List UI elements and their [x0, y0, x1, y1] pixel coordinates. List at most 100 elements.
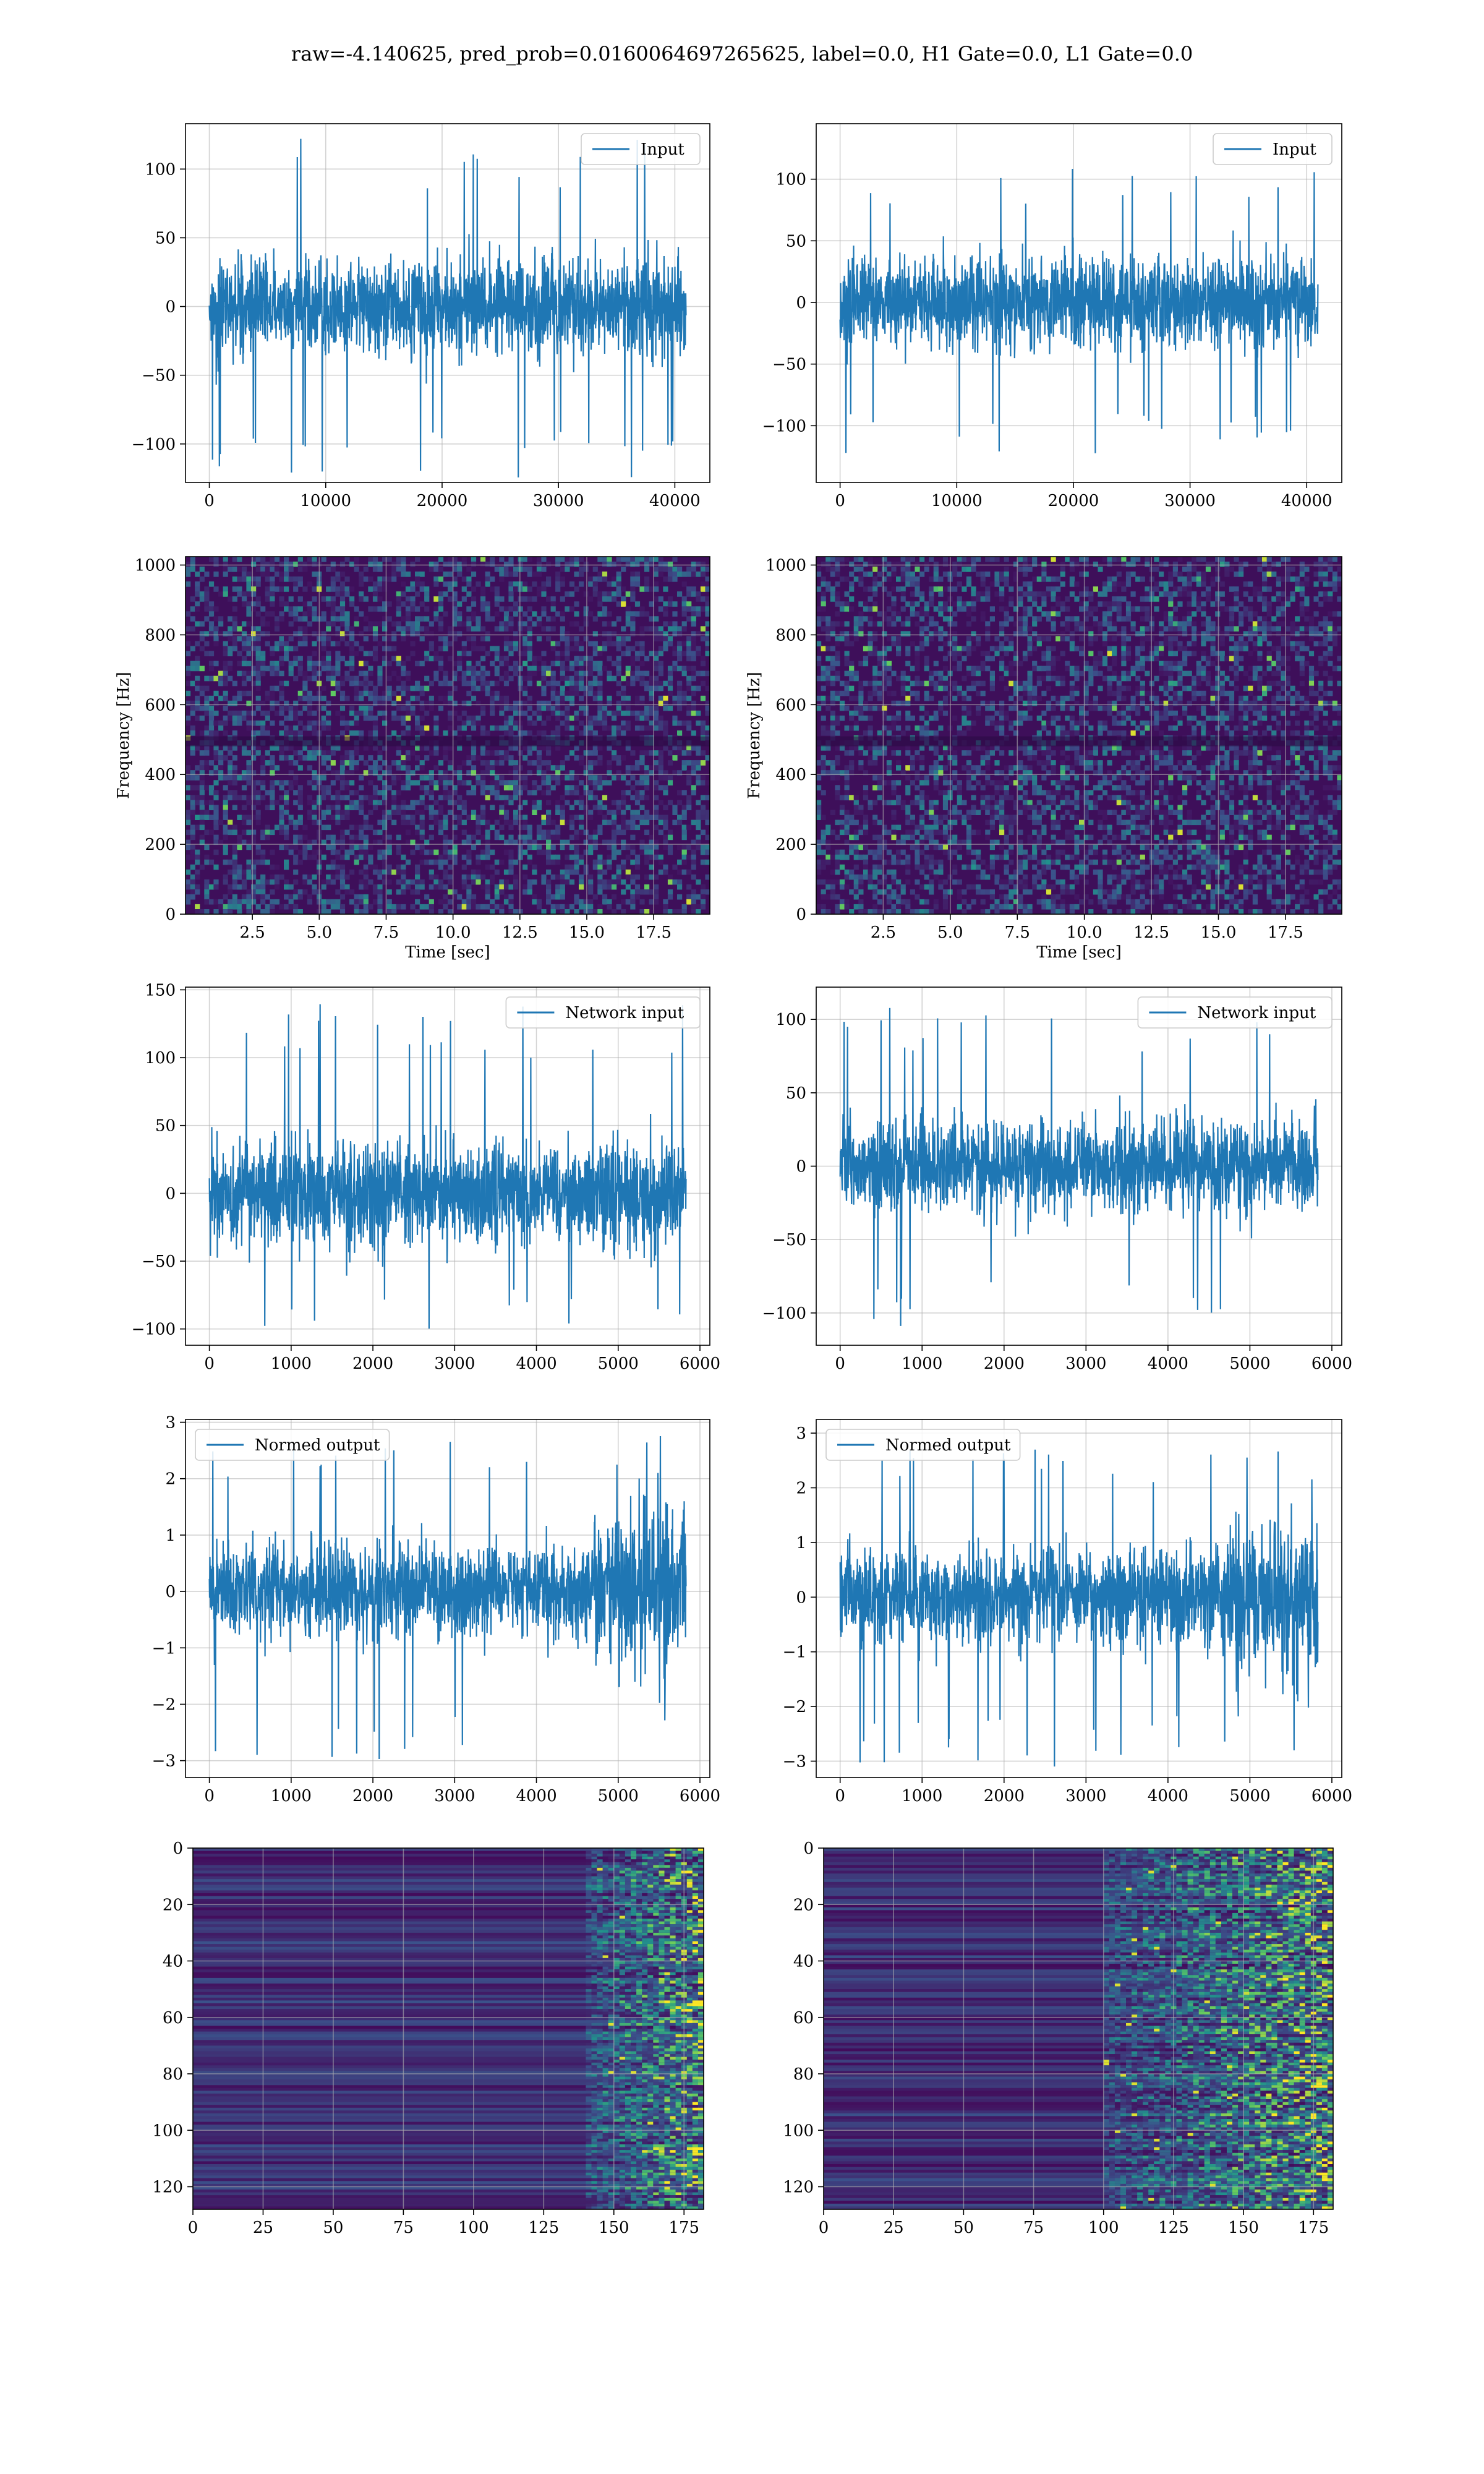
- legend-box: [825, 1429, 1021, 1461]
- x-tick-label: 5000: [598, 1355, 639, 1373]
- chart-row2-right: 2.5 5.0 7.5 10.0 12.5 15.0 17.5 0 200 400 600 800 10…: [745, 556, 1342, 962]
- x-tick-label: 3000: [434, 1355, 475, 1373]
- y-tick-label: 120: [152, 2178, 183, 2197]
- x-tick-label: 4000: [1148, 1355, 1188, 1373]
- y-tick-label: 40: [793, 1953, 814, 1971]
- y-tick-label: −50: [772, 1231, 806, 1249]
- y-tick-label: 80: [793, 2065, 814, 2084]
- x-tick-label: 4000: [516, 1355, 556, 1373]
- chart-row3-left: 0 1000 2000 3000 4000 5000 6000 −100 −50 0 50 100 15…: [132, 981, 721, 1373]
- y-tick-label: −1: [152, 1639, 176, 1658]
- y-tick-label: 600: [145, 696, 176, 714]
- legend-label: Normed output: [885, 1436, 1011, 1455]
- y-tick-label: −100: [762, 417, 806, 435]
- x-axis-label: Time [sec]: [1036, 943, 1122, 962]
- series-line: [839, 168, 1319, 453]
- y-tick-label: 0: [796, 294, 806, 312]
- y-axis-label: Frequency [Hz]: [745, 672, 764, 799]
- x-tick-label: 75: [393, 2219, 414, 2237]
- y-tick-label: 100: [152, 2121, 183, 2140]
- y-tick-label: 50: [155, 229, 176, 247]
- y-tick-label: 400: [775, 766, 806, 784]
- x-tick-label: 50: [953, 2219, 974, 2237]
- x-tick-label: 0: [204, 1355, 215, 1373]
- y-tick-label: −2: [783, 1698, 806, 1716]
- axes-frame: [192, 1847, 704, 2210]
- y-tick-label: −3: [152, 1752, 176, 1771]
- y-tick-label: 0: [165, 298, 176, 317]
- dark-band: [816, 736, 1342, 747]
- x-tick-label: 3000: [1065, 1355, 1106, 1373]
- y-tick-label: 400: [145, 766, 176, 784]
- x-tick-label: 6000: [680, 1787, 720, 1805]
- axes-frame: [823, 1847, 1334, 2210]
- series-line: [839, 1449, 1319, 1767]
- y-tick-label: 1: [796, 1534, 806, 1552]
- y-tick-label: 1000: [135, 557, 176, 575]
- axes-frame: [816, 1419, 1342, 1778]
- x-tick-label: 150: [1228, 2219, 1259, 2237]
- series-line: [208, 1004, 687, 1329]
- chart-row5-left: 0 25 50 75 100 125 150 175 0 20 40 60 80 100 120: [152, 1839, 704, 2237]
- x-tick-label: 1000: [902, 1355, 942, 1373]
- x-tick-label: 0: [835, 1787, 845, 1805]
- x-tick-label: 17.5: [636, 923, 672, 942]
- y-tick-label: 200: [145, 836, 176, 854]
- chart-row2-left: 2.5 5.0 7.5 10.0 12.5 15.0 17.5 0 200 400 600 800 10…: [114, 556, 710, 962]
- legend-label: Input: [641, 140, 684, 159]
- figure-title: raw=-4.140625, pred_prob=0.0160064697265…: [291, 42, 1193, 66]
- chart-row3-right: 0 1000 2000 3000 4000 5000 6000 −100 −50 0 50 100 Ne…: [762, 987, 1352, 1373]
- y-tick-label: 600: [775, 696, 806, 714]
- y-tick-label: 50: [786, 232, 806, 250]
- x-tick-label: 12.5: [1133, 923, 1169, 942]
- legend-label: Network input: [1197, 1004, 1316, 1022]
- x-tick-label: 15.0: [1201, 923, 1237, 942]
- x-tick-label: 2.5: [871, 923, 896, 942]
- x-tick-label: 10.0: [435, 923, 471, 942]
- x-tick-label: 0: [819, 2219, 829, 2237]
- legend-box: [1213, 133, 1333, 165]
- series-line: [208, 139, 687, 477]
- x-tick-label: 12.5: [502, 923, 538, 942]
- y-tick-label: 60: [163, 2009, 183, 2027]
- x-tick-label: 5.0: [307, 923, 332, 942]
- chart-row1-right: 0 10000 20000 30000 40000 −100 −50 0 50 100 Input: [762, 123, 1342, 510]
- x-tick-label: 30000: [533, 492, 584, 510]
- x-tick-label: 25: [884, 2219, 904, 2237]
- y-tick-label: 2: [165, 1470, 176, 1489]
- x-tick-label: 2000: [984, 1787, 1025, 1805]
- x-tick-label: 0: [204, 492, 215, 510]
- y-tick-label: 0: [803, 1839, 814, 1858]
- dark-band: [186, 736, 710, 747]
- y-tick-label: 0: [796, 1158, 806, 1176]
- x-tick-label: 2.5: [239, 923, 265, 942]
- heatmap-cells: [186, 557, 710, 914]
- legend-box: [195, 1429, 390, 1461]
- x-tick-label: 6000: [1311, 1355, 1352, 1373]
- x-tick-label: 0: [835, 492, 845, 510]
- y-tick-label: 0: [165, 1184, 176, 1203]
- axes-frame: [816, 556, 1342, 915]
- x-tick-label: 25: [253, 2219, 273, 2237]
- y-tick-label: 100: [783, 2121, 814, 2140]
- y-tick-label: 200: [775, 836, 806, 854]
- x-tick-label: 10000: [300, 492, 351, 510]
- x-tick-label: 0: [204, 1787, 215, 1805]
- x-tick-label: 0: [188, 2219, 198, 2237]
- axes-frame: [816, 123, 1342, 483]
- y-tick-label: 80: [163, 2065, 183, 2084]
- y-tick-label: 60: [793, 2009, 814, 2027]
- y-tick-label: 50: [786, 1084, 806, 1103]
- x-tick-label: 20000: [417, 492, 468, 510]
- axes-frame: [185, 556, 710, 915]
- legend-box: [505, 996, 701, 1029]
- x-tick-label: 6000: [1311, 1787, 1352, 1805]
- y-tick-label: 1: [165, 1526, 176, 1545]
- y-tick-label: 800: [145, 626, 176, 644]
- y-tick-label: 3: [796, 1424, 806, 1443]
- legend-label: Network input: [565, 1004, 684, 1022]
- x-tick-label: 20000: [1048, 492, 1099, 510]
- y-tick-label: −3: [783, 1752, 806, 1771]
- y-tick-label: 0: [796, 1588, 806, 1607]
- x-tick-label: 5000: [1229, 1787, 1270, 1805]
